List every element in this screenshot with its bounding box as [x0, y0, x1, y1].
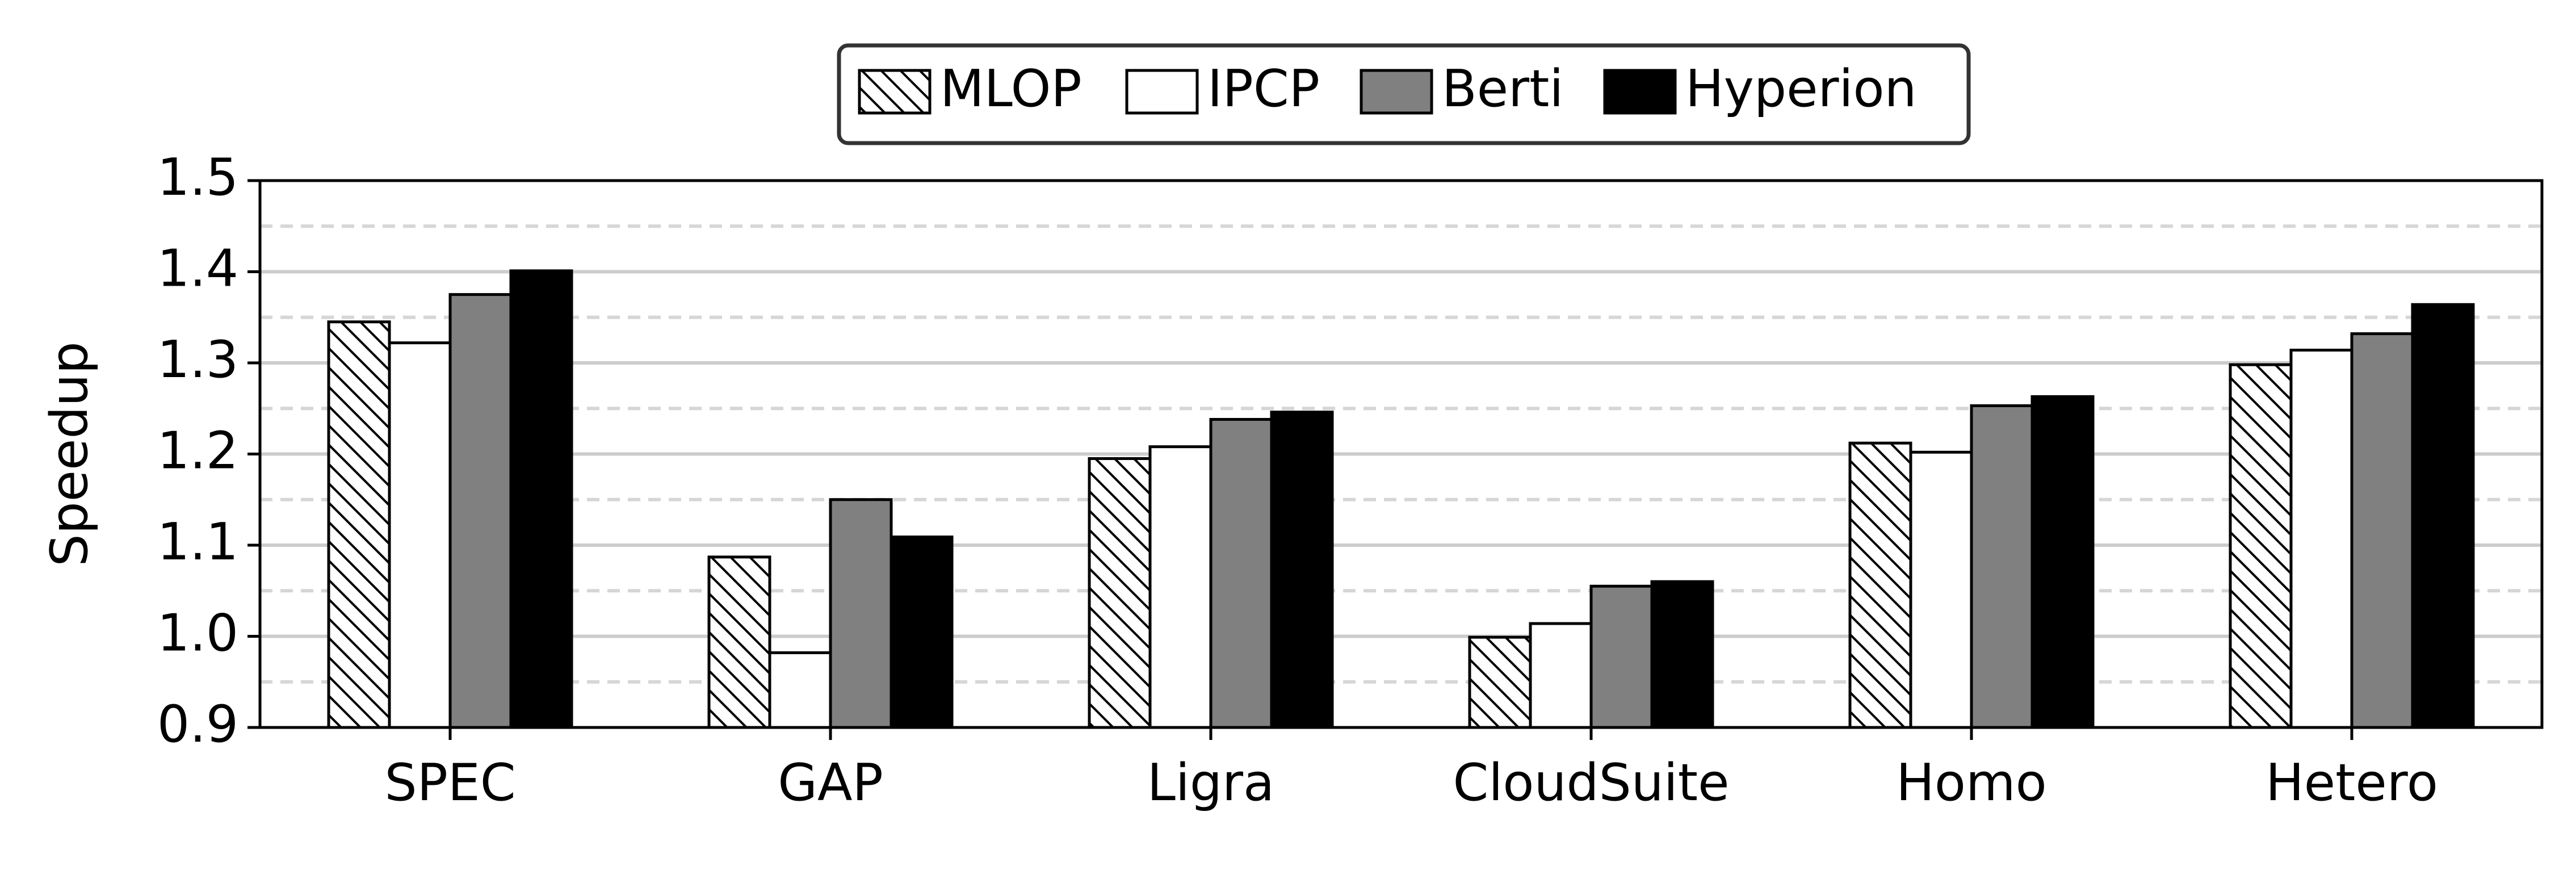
bar-hyperion-homo — [2030, 395, 2095, 729]
x-tick-label-homo: Homo — [1896, 753, 2046, 813]
bar-hyperion-hetero — [2411, 303, 2475, 729]
legend-swatch-ipcp — [1125, 69, 1199, 115]
legend-swatch-berti — [1360, 69, 1433, 115]
grid-lines — [260, 224, 2542, 684]
bar-ipcp-ligra — [1148, 445, 1213, 729]
bar-ipcp-homo — [1909, 450, 1973, 729]
bar-mlop-ligra — [1088, 457, 1152, 729]
x-tick-label-hetero: Hetero — [2265, 753, 2438, 813]
x-tick-label-spec: SPEC — [384, 753, 515, 813]
bar-berti-cloudsuite — [1589, 584, 1654, 729]
bar-ipcp-spec — [388, 341, 452, 729]
bar-mlop-spec — [327, 320, 391, 729]
bar-berti-hetero — [2350, 332, 2414, 729]
y-tick-label: 1.2 — [157, 421, 238, 480]
y-tick-label: 1.4 — [157, 239, 238, 298]
bar-berti-gap — [829, 498, 893, 729]
bar-hyperion-spec — [509, 269, 573, 729]
y-tick-label: 1.3 — [157, 330, 238, 390]
bar-mlop-cloudsuite — [1468, 635, 1532, 729]
bar-ipcp-cloudsuite — [1529, 622, 1593, 729]
legend-label-ipcp: IPCP — [1207, 59, 1320, 119]
y-axis: 0.9 1.0 1.1 1.2 1.3 1.4 1.5 — [157, 148, 260, 754]
bar-berti-homo — [1970, 404, 2034, 729]
bar-mlop-homo — [1848, 441, 1912, 729]
legend-label-hyperion: Hyperion — [1685, 59, 1917, 119]
x-tick-label-ligra: Ligra — [1147, 753, 1274, 813]
legend-label-berti: Berti — [1442, 59, 1563, 119]
x-axis: SPEC GAP Ligra CloudSuite Homo Hetero — [384, 727, 2438, 813]
bar-mlop-gap — [707, 555, 771, 729]
y-tick-label: 0.9 — [157, 695, 238, 754]
x-tick-label-gap: GAP — [778, 753, 883, 813]
bars — [327, 269, 2475, 729]
legend: MLOP IPCP Berti Hyperion — [837, 43, 1971, 145]
bar-ipcp-hetero — [2289, 349, 2353, 729]
bar-ipcp-gap — [768, 651, 832, 729]
y-tick-label: 1.5 — [157, 148, 238, 207]
bar-hyperion-ligra — [1270, 411, 1334, 729]
y-axis-title: Speedup — [40, 341, 99, 566]
legend-label-mlop: MLOP — [940, 59, 1082, 119]
bar-hyperion-gap — [890, 536, 954, 729]
y-tick-label: 1.1 — [157, 512, 238, 572]
bar-berti-spec — [448, 293, 513, 729]
bar-hyperion-cloudsuite — [1650, 580, 1714, 729]
bar-berti-ligra — [1209, 418, 1273, 729]
legend-swatch-hyperion — [1603, 69, 1677, 115]
bar-mlop-hetero — [2229, 363, 2293, 729]
legend-swatch-mlop — [858, 69, 932, 115]
y-tick-label: 1.0 — [157, 603, 238, 663]
x-tick-label-cloudsuite: CloudSuite — [1453, 753, 1730, 813]
